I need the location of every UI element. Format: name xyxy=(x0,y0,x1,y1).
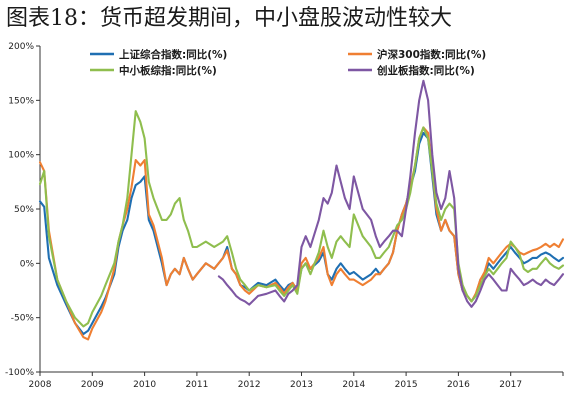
y-tick-label: 150% xyxy=(8,96,34,106)
x-tick-label: 2008 xyxy=(29,380,52,390)
chart-title: 图表18：货币超发期间，中小盘股波动性较大 xyxy=(6,6,452,31)
x-tick-label: 2015 xyxy=(395,380,418,390)
series-line xyxy=(217,79,565,308)
y-tick-label: 0% xyxy=(20,259,35,269)
series-line xyxy=(38,126,565,341)
y-tick-label: 100% xyxy=(8,151,34,161)
x-tick-label: 2013 xyxy=(290,380,313,390)
legend-label: 上证综合指数:同比(%) xyxy=(119,48,227,61)
x-tick-label: 2011 xyxy=(185,380,208,390)
x-tick-label: 2017 xyxy=(499,380,522,390)
x-axis-ticks: 2008 2009 2010 2011 2012 2013 2014 2015 2016 2017 xyxy=(29,372,564,390)
series-lines xyxy=(38,79,565,341)
y-tick-label: 200% xyxy=(8,42,34,52)
y-tick-label: -100% xyxy=(5,368,34,378)
x-tick-label: 2010 xyxy=(133,380,156,390)
x-tick-label: 2009 xyxy=(81,380,104,390)
line-chart: -100%-50%0%50%100%150%200% 2008 2009 2010 2… xyxy=(5,42,565,390)
chart-axes xyxy=(39,46,563,373)
series-line xyxy=(38,131,565,336)
y-tick-label: -50% xyxy=(11,314,35,324)
series-line xyxy=(38,110,565,328)
chart-legend: 上证综合指数:同比(%) 沪深300指数:同比(%) 中小板综指:同比(%) 创业板指… xyxy=(90,48,486,77)
legend-label: 中小板综指:同比(%) xyxy=(119,64,217,77)
x-tick-label: 2016 xyxy=(447,380,470,390)
y-axis-ticks: -100% -50% 0% 50% 100% 150% 200% xyxy=(5,42,40,378)
legend-label: 创业板指数:同比(%) xyxy=(376,64,475,77)
legend-label: 沪深300指数:同比(%) xyxy=(377,48,486,61)
x-tick-label: 2014 xyxy=(342,380,365,390)
x-tick-label: 2012 xyxy=(238,380,261,390)
y-tick-label: 50% xyxy=(14,205,34,215)
